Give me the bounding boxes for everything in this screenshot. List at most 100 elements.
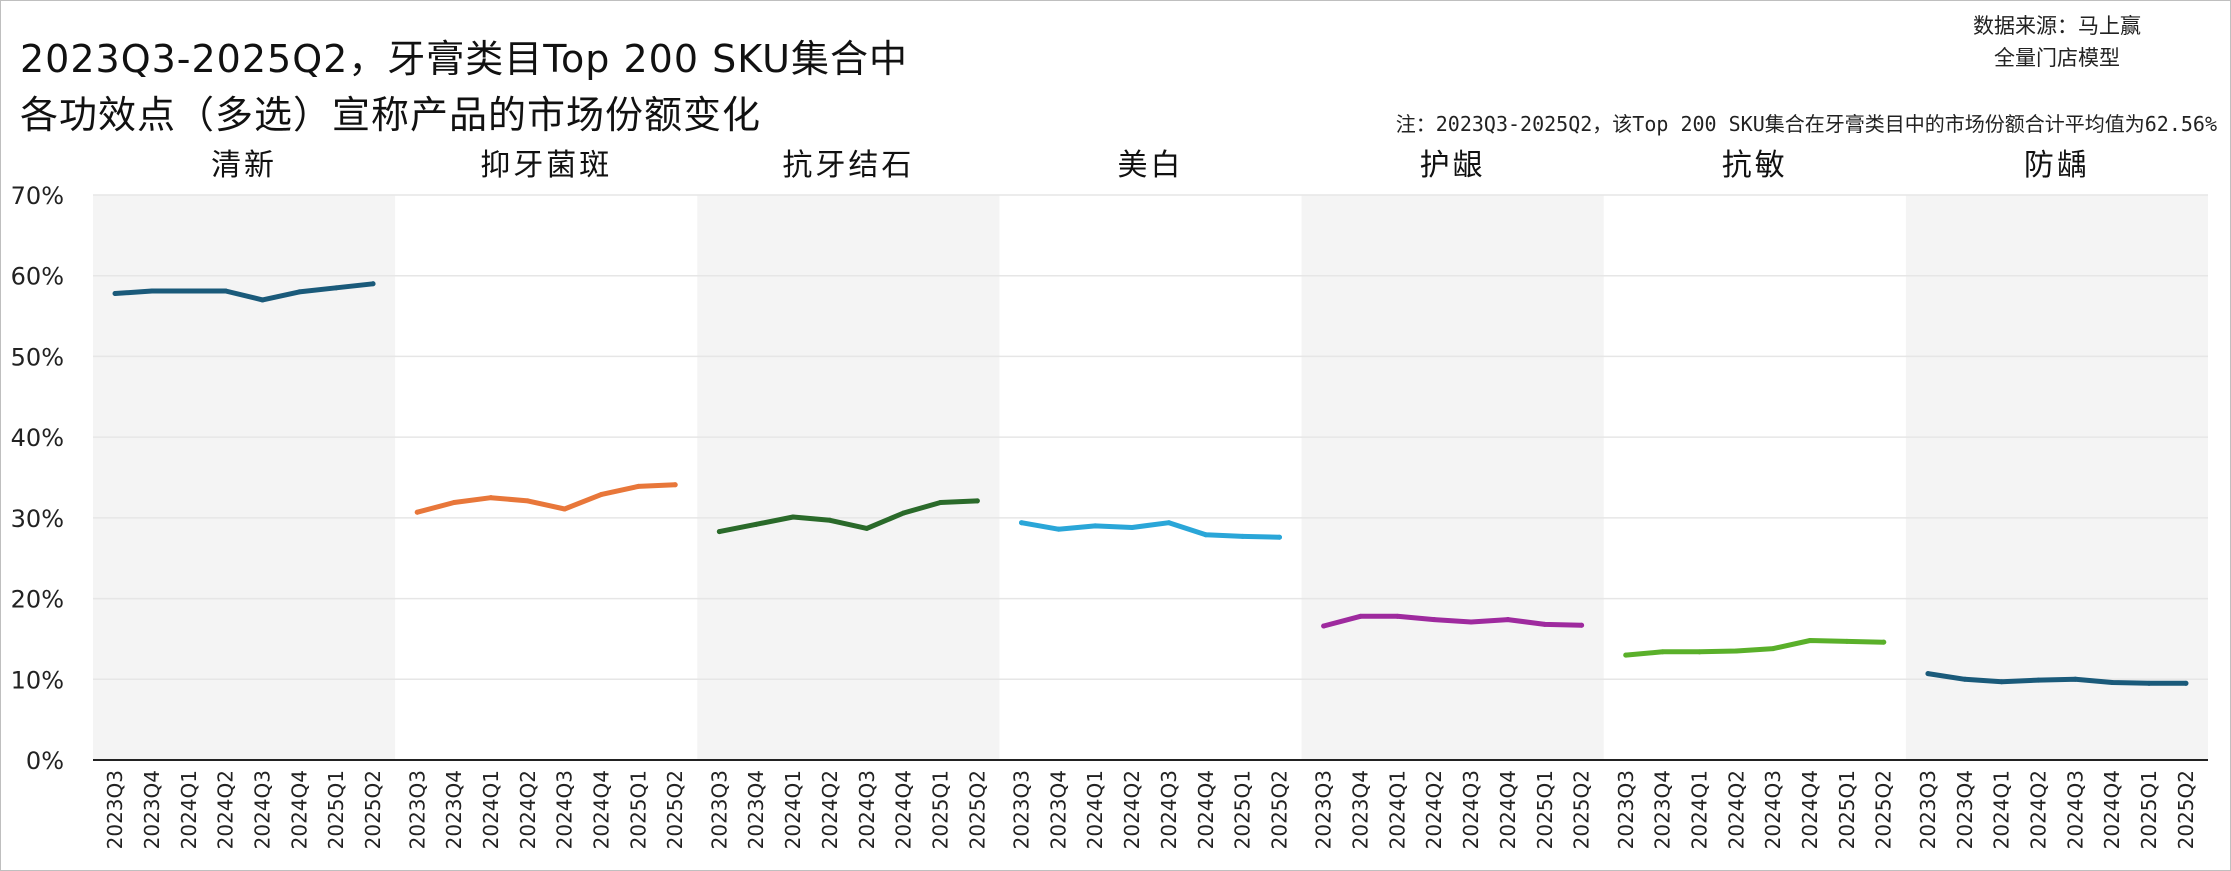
- data-point: [1129, 525, 1135, 531]
- y-tick-label: 40%: [11, 424, 64, 452]
- series-line: [112, 281, 376, 303]
- data-point: [1697, 649, 1703, 655]
- data-point: [1092, 523, 1098, 529]
- x-tick-label: 2024Q2: [1422, 770, 1446, 849]
- data-point: [333, 285, 339, 291]
- panel-title: 清新: [211, 148, 277, 183]
- x-tick-label: 2025Q2: [663, 770, 687, 849]
- data-point: [186, 288, 192, 294]
- data-point: [1358, 613, 1364, 619]
- data-point: [1844, 638, 1850, 644]
- x-tick-label: 2025Q2: [965, 770, 989, 849]
- x-tick-label: 2025Q1: [928, 770, 952, 849]
- data-point: [1623, 652, 1629, 658]
- x-tick-label: 2024Q4: [589, 770, 613, 849]
- data-point: [1276, 534, 1282, 540]
- x-tick-label: 2024Q2: [2027, 770, 2051, 849]
- x-tick-label: 2025Q1: [626, 770, 650, 849]
- x-tick-label: 2025Q1: [1533, 770, 1557, 849]
- series-line: [1019, 520, 1282, 540]
- x-tick-label: 2025Q2: [1267, 770, 1291, 849]
- data-point: [562, 506, 568, 512]
- x-tick-label: 2023Q3: [1312, 770, 1336, 849]
- chart-title-line2: 各功效点（多选）宣称产品的市场份额变化: [20, 93, 762, 137]
- x-tick-label: 2024Q3: [553, 770, 577, 849]
- x-tick-label: 2025Q1: [1231, 770, 1255, 849]
- x-tick-label: 2024Q4: [2100, 770, 2124, 849]
- x-tick-label: 2025Q1: [324, 770, 348, 849]
- x-tick-label: 2023Q4: [140, 770, 164, 849]
- x-tick-label: 2024Q4: [287, 770, 311, 849]
- y-tick-label: 0%: [26, 747, 64, 775]
- x-tick-label: 2024Q1: [781, 770, 805, 849]
- data-point: [1999, 679, 2005, 685]
- data-point: [488, 495, 494, 501]
- x-tick-label: 2024Q1: [177, 770, 201, 849]
- x-tick-label: 2024Q4: [1798, 770, 1822, 849]
- data-point: [1962, 676, 1968, 682]
- x-tick-label: 2024Q1: [1990, 770, 2014, 849]
- data-point: [827, 517, 833, 523]
- chart-title-line1: 2023Q3-2025Q2，牙膏类目Top 200 SKU集合中: [20, 37, 908, 81]
- data-point: [1542, 621, 1548, 627]
- x-tick-label: 2024Q4: [892, 770, 916, 849]
- x-tick-label: 2023Q4: [1953, 770, 1977, 849]
- panel-title: 护龈: [1420, 148, 1486, 183]
- data-point: [1733, 648, 1739, 654]
- panel-background: [1905, 195, 2208, 760]
- data-point: [790, 514, 796, 520]
- x-tick-label: 2023Q3: [1010, 770, 1034, 849]
- panel-title: 抗敏: [1722, 148, 1788, 183]
- x-tick-label: 2023Q3: [1916, 770, 1940, 849]
- x-tick-label: 2025Q2: [1570, 770, 1594, 849]
- panel-title: 抗牙结石: [782, 148, 914, 183]
- data-point: [864, 525, 870, 531]
- data-point: [1394, 613, 1400, 619]
- x-tick-label: 2024Q3: [2063, 770, 2087, 849]
- x-tick-label: 2025Q1: [1835, 770, 1859, 849]
- x-tick-label: 2024Q2: [818, 770, 842, 849]
- data-point: [901, 510, 907, 516]
- data-point: [1505, 617, 1511, 623]
- series-line: [414, 482, 678, 515]
- x-tick-label: 2025Q1: [2137, 770, 2161, 849]
- panel-title: 抑牙菌斑: [480, 148, 612, 183]
- x-tick-label: 2024Q3: [250, 770, 274, 849]
- x-tick-label: 2024Q4: [1496, 770, 1520, 849]
- series-line: [1321, 613, 1585, 629]
- data-point: [753, 521, 759, 527]
- x-tick-label: 2023Q3: [103, 770, 127, 849]
- x-tick-label: 2024Q2: [1120, 770, 1144, 849]
- data-point: [1431, 617, 1437, 623]
- x-tick-label: 2023Q3: [707, 770, 731, 849]
- series-line: [716, 498, 980, 535]
- y-tick-label: 30%: [11, 505, 64, 533]
- x-tick-label: 2024Q4: [1194, 770, 1218, 849]
- x-tick-label: 2024Q3: [855, 770, 879, 849]
- data-point: [1925, 671, 1931, 677]
- panel-background: [697, 195, 1000, 760]
- x-tick-label: 2024Q2: [214, 770, 238, 849]
- x-tick-label: 2024Q2: [516, 770, 540, 849]
- y-tick-label: 60%: [11, 263, 64, 291]
- x-tick-label: 2024Q3: [1761, 770, 1785, 849]
- data-point: [1240, 533, 1246, 539]
- x-tick-label: 2023Q3: [405, 770, 429, 849]
- data-point: [2109, 680, 2115, 686]
- data-point: [2036, 677, 2042, 683]
- data-point: [635, 483, 641, 489]
- data-point: [1770, 646, 1776, 652]
- data-point: [1166, 520, 1172, 526]
- y-tick-label: 20%: [11, 586, 64, 614]
- data-point: [672, 482, 678, 488]
- data-point: [414, 509, 420, 515]
- x-tick-label: 2023Q4: [1046, 770, 1070, 849]
- x-tick-label: 2023Q4: [1349, 770, 1373, 849]
- data-point: [1660, 649, 1666, 655]
- data-point: [1203, 532, 1209, 538]
- series-line: [1925, 671, 2189, 686]
- data-source: 数据来源：马上赢 全量门店模型: [1927, 10, 2187, 74]
- x-tick-label: 2023Q4: [442, 770, 466, 849]
- x-tick-label: 2024Q1: [1385, 770, 1409, 849]
